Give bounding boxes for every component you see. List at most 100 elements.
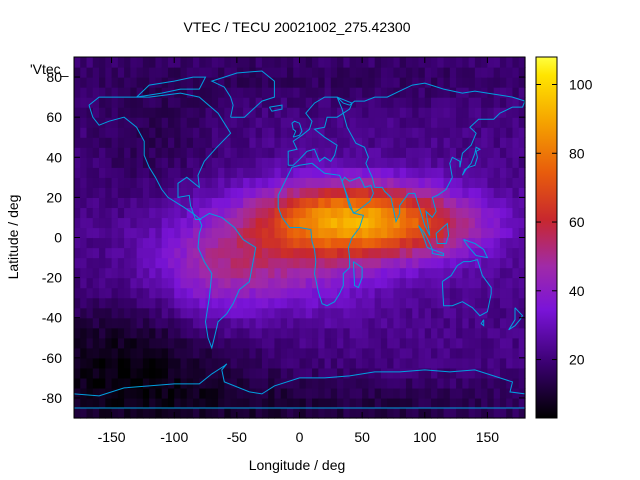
heatmap-cell: [343, 227, 351, 239]
heatmap-cell: [261, 267, 269, 279]
heatmap-cell: [293, 387, 301, 399]
heatmap-cell: [456, 77, 463, 88]
heatmap-cell: [324, 367, 332, 379]
heatmap-cell: [443, 97, 451, 108]
heatmap-cell: [186, 107, 194, 118]
heatmap-cell: [424, 107, 432, 118]
heatmap-cell: [280, 407, 288, 419]
coastlines: [73, 70, 526, 409]
heatmap-cell: [449, 347, 457, 359]
heatmap-cell: [468, 367, 476, 379]
heatmap-cell: [487, 57, 495, 68]
heatmap-cell: [380, 217, 388, 229]
heatmap-cell: [142, 227, 150, 239]
heatmap-cell: [124, 357, 131, 369]
heatmap-cell: [268, 217, 276, 229]
heatmap-cell: [380, 167, 388, 178]
heatmap-cell: [374, 177, 382, 188]
heatmap-cell: [481, 327, 489, 339]
heatmap-cell: [437, 177, 445, 188]
heatmap-cell: [343, 117, 351, 128]
heatmap-cell: [180, 377, 188, 389]
heatmap-cell: [92, 57, 100, 68]
heatmap-cell: [355, 217, 363, 229]
heatmap-cell: [330, 347, 338, 359]
heatmap-cell: [474, 147, 482, 158]
heatmap-cell: [506, 77, 514, 88]
heatmap-cell: [387, 177, 395, 188]
heatmap-cell: [136, 57, 144, 68]
heatmap-cell: [499, 67, 507, 78]
heatmap-cell: [305, 317, 313, 329]
heatmap-cell: [324, 217, 332, 229]
heatmap-cell: [111, 337, 119, 349]
heatmap-cell: [99, 77, 106, 88]
heatmap-cell: [487, 97, 495, 108]
heatmap-cell: [374, 317, 382, 329]
heatmap-cell: [249, 87, 257, 98]
heatmap-cell: [318, 107, 326, 118]
heatmap-cell: [412, 277, 420, 289]
heatmap-cell: [205, 327, 213, 339]
heatmap-cell: [443, 267, 451, 279]
heatmap-cell: [387, 387, 395, 399]
heatmap-cell: [424, 397, 432, 409]
heatmap-cell: [274, 247, 282, 259]
heatmap-cell: [274, 57, 282, 68]
heatmap-cell: [318, 237, 326, 249]
heatmap-cell: [393, 177, 401, 188]
heatmap-cell: [286, 267, 294, 279]
heatmap-cell: [468, 157, 476, 168]
heatmap-cell: [405, 327, 413, 339]
heatmap-cell: [224, 197, 232, 209]
heatmap-cell: [180, 57, 188, 68]
heatmap-cell: [236, 137, 244, 148]
heatmap-cell: [111, 397, 119, 409]
heatmap-cell: [518, 237, 526, 249]
heatmap-cell: [261, 367, 269, 379]
heatmap-cell: [355, 137, 363, 148]
heatmap-cell: [180, 347, 188, 359]
heatmap-cell: [193, 367, 200, 379]
heatmap-cell: [230, 407, 238, 419]
heatmap-cell: [274, 307, 282, 319]
heatmap-cell: [142, 187, 150, 198]
heatmap-cell: [149, 97, 157, 108]
heatmap-cell: [74, 267, 81, 279]
heatmap-cell: [355, 157, 363, 168]
heatmap-cell: [74, 97, 81, 108]
heatmap-cell: [474, 217, 482, 229]
heatmap-cell: [499, 127, 507, 138]
heatmap-cell: [412, 347, 420, 359]
heatmap-cell: [255, 157, 263, 168]
heatmap-cell: [462, 407, 470, 419]
heatmap-cell: [337, 277, 344, 289]
heatmap-cell: [155, 187, 163, 198]
heatmap-cell: [111, 357, 119, 369]
heatmap-cell: [330, 157, 338, 168]
heatmap-cell: [443, 277, 451, 289]
heatmap-cell: [193, 147, 200, 158]
heatmap-cell: [387, 137, 395, 148]
heatmap-cell: [193, 167, 200, 178]
heatmap-cell: [130, 237, 138, 249]
heatmap-cell: [355, 197, 363, 209]
heatmap-cell: [380, 347, 388, 359]
heatmap-cell: [412, 297, 420, 309]
heatmap-cell: [74, 217, 81, 229]
heatmap-cell: [393, 317, 401, 329]
heatmap-cell: [318, 187, 326, 198]
heatmap-cell: [437, 147, 445, 158]
heatmap-cell: [124, 207, 131, 219]
heatmap-cell: [462, 257, 470, 269]
heatmap-cell: [255, 407, 263, 419]
heatmap-cell: [249, 337, 257, 349]
heatmap-cell: [299, 237, 307, 249]
heatmap-cell: [130, 347, 138, 359]
heatmap-cell: [124, 267, 131, 279]
heatmap-cell: [255, 227, 263, 239]
heatmap-cell: [374, 357, 382, 369]
heatmap-cell: [362, 97, 369, 108]
heatmap-cell: [136, 117, 144, 128]
heatmap-cell: [299, 277, 307, 289]
